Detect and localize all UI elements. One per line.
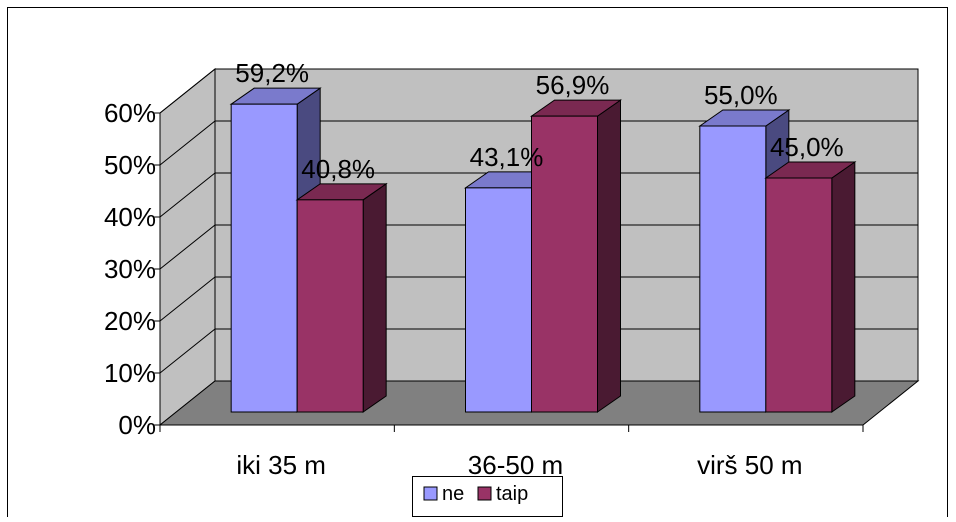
bar-ne	[465, 187, 532, 413]
legend-label-taip: taip	[496, 483, 528, 505]
legend-swatch-taip	[477, 486, 492, 501]
gridline	[159, 276, 918, 322]
x-tick-label: virš 50 m	[697, 450, 802, 480]
bars	[229, 87, 857, 413]
y-tick-label: 50%	[104, 150, 156, 180]
bar-ne	[699, 125, 767, 413]
axes	[154, 112, 864, 432]
gridline	[159, 224, 918, 270]
gridline	[159, 68, 918, 114]
data-label: 59,2%	[235, 58, 309, 88]
bar-taip	[296, 199, 364, 413]
bar-side-taip	[362, 182, 387, 413]
bar-side-taip	[597, 99, 621, 413]
bar-taip	[765, 177, 833, 413]
data-label: 55,0%	[704, 80, 778, 110]
legend: ne taip	[412, 476, 563, 517]
y-tick-label: 10%	[104, 358, 156, 388]
chart-border	[7, 7, 948, 522]
data-label: 40,8%	[301, 154, 375, 184]
data-labels: 59,2% 40,8% 43,1% 56,9% 55,0% 45,0%	[235, 58, 843, 184]
data-label: 45,0%	[770, 132, 844, 162]
y-tick-label: 20%	[104, 306, 156, 336]
bar-taip	[531, 115, 598, 413]
tick-labels: 0% 10% 20% 30% 40% 50% 60% iki 35 m 36-50 m virš …	[104, 98, 803, 480]
legend-swatch-ne	[423, 486, 438, 501]
x-tick-label: 36-50 m	[468, 450, 563, 480]
y-tick-label: 30%	[104, 254, 156, 284]
gridlines	[159, 68, 918, 374]
x-tick-label: iki 35 m	[236, 450, 326, 480]
gridline	[159, 328, 918, 374]
bar-side-taip	[831, 161, 856, 413]
y-tick-label: 60%	[104, 98, 156, 128]
bar-ne	[230, 103, 298, 413]
data-label: 43,1%	[470, 142, 544, 172]
y-tick-label: 40%	[104, 202, 156, 232]
gridline	[159, 120, 918, 166]
y-tick-label: 0%	[118, 410, 156, 440]
data-label: 56,9%	[536, 70, 610, 100]
legend-label-ne: ne	[442, 483, 464, 505]
gridline	[159, 172, 918, 218]
